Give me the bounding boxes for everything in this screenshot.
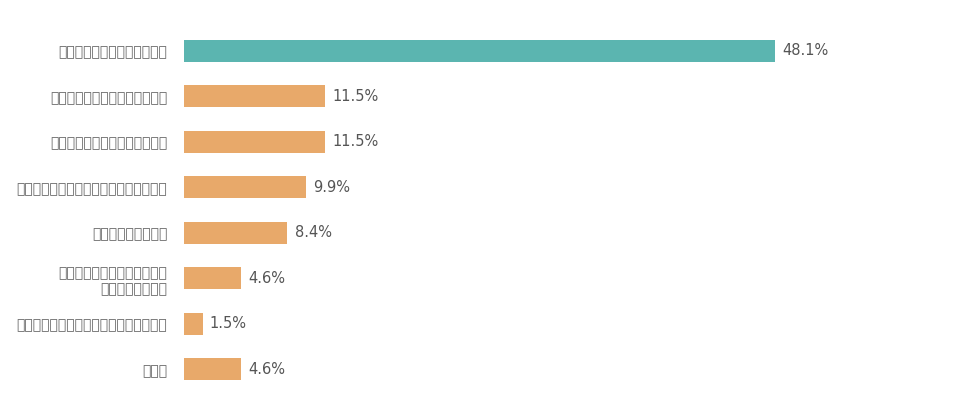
Bar xyxy=(184,313,202,335)
Bar xyxy=(184,267,240,289)
Bar xyxy=(184,222,287,244)
Text: 48.1%: 48.1% xyxy=(781,43,827,58)
Text: 11.5%: 11.5% xyxy=(333,89,379,104)
Bar xyxy=(184,85,325,107)
Text: 9.9%: 9.9% xyxy=(312,180,350,195)
Text: 4.6%: 4.6% xyxy=(248,271,284,286)
Bar xyxy=(184,176,306,198)
Bar xyxy=(184,40,774,62)
Text: 4.6%: 4.6% xyxy=(248,362,284,377)
Text: 8.4%: 8.4% xyxy=(294,225,332,240)
Bar xyxy=(184,131,325,153)
Bar xyxy=(184,358,240,380)
Text: 11.5%: 11.5% xyxy=(333,134,379,149)
Text: 1.5%: 1.5% xyxy=(209,316,247,331)
